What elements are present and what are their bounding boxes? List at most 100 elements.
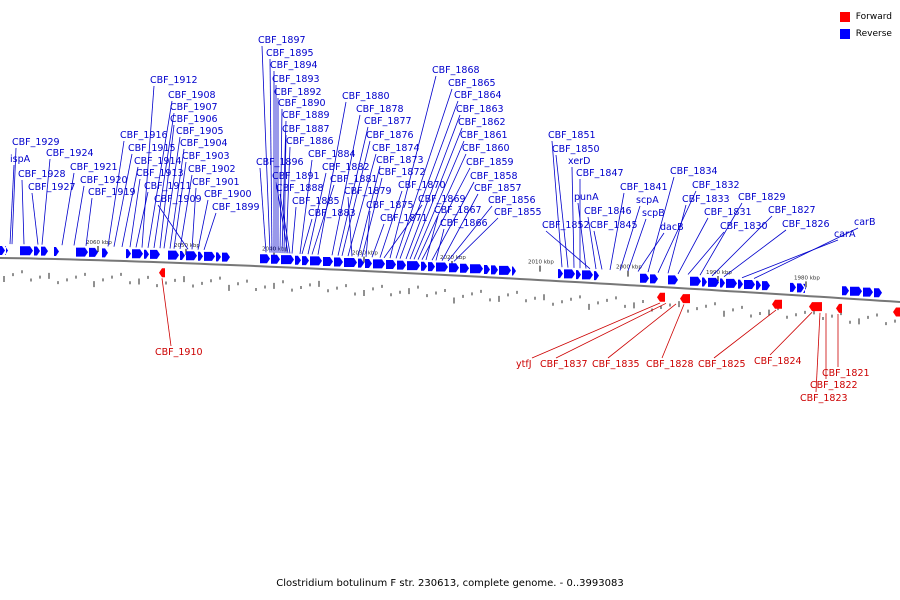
reverse-gene-arrow xyxy=(365,259,372,269)
reverse-gene-leader xyxy=(203,212,217,250)
reverse-gene-arrow xyxy=(460,263,469,273)
reverse-gene-label: CBF_1897 xyxy=(258,35,306,46)
reverse-gene-label: CBF_1882 xyxy=(322,162,370,173)
reverse-gene-label: CBF_1869 xyxy=(418,194,466,205)
reverse-gene-leader xyxy=(179,174,193,249)
reverse-gene-leader xyxy=(453,217,499,262)
reverse-gene-arrow xyxy=(690,276,701,286)
reverse-gene-label: CBF_1833 xyxy=(682,194,730,205)
reverse-gene-leader xyxy=(405,114,461,260)
forward-gene-arrow xyxy=(159,268,165,278)
kbp-tick-label: 2010 kbp xyxy=(528,260,554,266)
reverse-gene-arrow xyxy=(310,256,322,266)
reverse-gene-leader xyxy=(741,239,839,279)
reverse-gene-leader xyxy=(269,58,273,253)
reverse-gene-arrow xyxy=(449,263,459,273)
reverse-gene-label: CBF_1914 xyxy=(134,156,182,167)
reverse-gene-leader xyxy=(687,231,725,275)
reverse-gene-label: CBF_1911 xyxy=(144,181,192,192)
forward-gene-label: CBF_1823 xyxy=(800,393,848,404)
reverse-gene-label: CBF_1893 xyxy=(272,74,320,85)
reverse-gene-label: CBF_1907 xyxy=(170,102,218,113)
reverse-gene-leader xyxy=(41,158,51,245)
kbp-tick-label: 2020 kbp xyxy=(440,255,466,261)
forward-gene-label: CBF_1835 xyxy=(592,359,640,370)
reverse-gene-label: CBF_1892 xyxy=(274,87,322,98)
reverse-gene-label: CBF_1851 xyxy=(548,130,596,141)
reverse-gene-leader xyxy=(197,199,209,250)
reverse-gene-label: CBF_1864 xyxy=(454,90,502,101)
reverse-gene-label: ispA xyxy=(10,154,31,165)
reverse-gene-label: CBF_1850 xyxy=(552,144,600,155)
reverse-gene-label: CBF_1908 xyxy=(168,90,216,101)
reverse-gene-leader xyxy=(121,166,139,247)
reverse-gene-arrow xyxy=(132,249,143,259)
reverse-gene-label: CBF_1832 xyxy=(692,180,740,191)
reverse-gene-label: CBF_1857 xyxy=(474,183,522,194)
reverse-gene-leader xyxy=(551,140,563,268)
reverse-gene-leader xyxy=(107,140,125,247)
reverse-gene-arrow xyxy=(564,269,575,279)
reverse-gene-leader xyxy=(361,177,383,257)
reverse-gene-arrow xyxy=(302,256,309,266)
reverse-gene-leader xyxy=(337,126,369,256)
reverse-gene-leader xyxy=(275,181,289,254)
reverse-gene-label: xerD xyxy=(568,156,590,167)
reverse-gene-leader xyxy=(129,178,141,248)
forward-gene-label: CBF_1821 xyxy=(822,368,870,379)
reverse-gene-leader xyxy=(417,153,467,260)
reverse-gene-leader xyxy=(157,204,189,250)
forward-gene-leader xyxy=(769,312,813,356)
reverse-gene-arrow xyxy=(54,246,59,256)
reverse-gene-label: CBF_1861 xyxy=(460,130,508,141)
reverse-gene-label: CBF_1834 xyxy=(670,166,718,177)
reverse-gene-leader xyxy=(169,148,185,249)
legend: Forward Reverse xyxy=(839,8,892,42)
reverse-gene-label: CBF_1901 xyxy=(192,177,240,188)
reverse-gene-arrow xyxy=(198,251,203,261)
forward-gene-arrow xyxy=(809,302,822,312)
forward-gene-arrow xyxy=(680,294,690,304)
reverse-gene-label: CBF_1906 xyxy=(170,114,218,125)
reverse-gene-leader xyxy=(657,190,697,273)
reverse-gene-label: punA xyxy=(574,192,599,203)
reverse-gene-label: CBF_1885 xyxy=(292,196,340,207)
reverse-gene-arrow xyxy=(738,279,743,289)
reverse-gene-leader xyxy=(85,197,93,246)
forward-gene-label: CBF_1822 xyxy=(810,380,858,391)
reverse-gene-label: carB xyxy=(854,217,875,228)
reverse-gene-label: CBF_1858 xyxy=(470,171,518,182)
reverse-gene-leader xyxy=(619,205,641,271)
reverse-gene-label: CBF_1830 xyxy=(720,221,768,232)
reverse-gene-arrow xyxy=(186,251,197,261)
reverse-gene-label: dacB xyxy=(660,222,684,233)
reverse-gene-label: CBF_1895 xyxy=(266,48,314,59)
reverse-gene-label: CBF_1826 xyxy=(782,219,830,230)
reverse-gene-label: CBF_1883 xyxy=(308,208,356,219)
reverse-gene-label: CBF_1920 xyxy=(80,175,128,186)
reverse-gene-leader xyxy=(291,206,297,254)
reverse-gene-label: CBF_1860 xyxy=(462,143,510,154)
legend-forward-label: Forward xyxy=(855,11,892,22)
reverse-gene-arrow xyxy=(0,246,5,255)
reverse-gene-leader xyxy=(383,204,423,259)
reverse-gene-arrow xyxy=(386,260,396,270)
reverse-gene-arrow xyxy=(20,246,33,256)
reverse-gene-label: CBF_1863 xyxy=(456,104,504,115)
reverse-gene-arrow xyxy=(576,270,581,280)
reverse-gene-label: CBF_1889 xyxy=(282,110,330,121)
kbp-tick-label: 2040 kbp xyxy=(262,246,288,252)
forward-gene-label: CBF_1837 xyxy=(540,359,588,370)
reverse-gene-arrow xyxy=(797,283,804,293)
reverse-gene-leader xyxy=(399,100,459,259)
reverse-gene-leader xyxy=(135,191,149,248)
forward-gene-label: CBF_1824 xyxy=(754,356,802,367)
reverse-gene-leader xyxy=(677,217,709,275)
forward-gene-label: CBF_1910 xyxy=(155,347,203,358)
forward-gene-arrow xyxy=(893,307,900,317)
reverse-gene-arrow xyxy=(863,287,873,297)
forward-swatch xyxy=(839,11,850,22)
kbp-tick-label: 2050 kbp xyxy=(174,243,200,249)
reverse-gene-leader xyxy=(279,193,291,254)
